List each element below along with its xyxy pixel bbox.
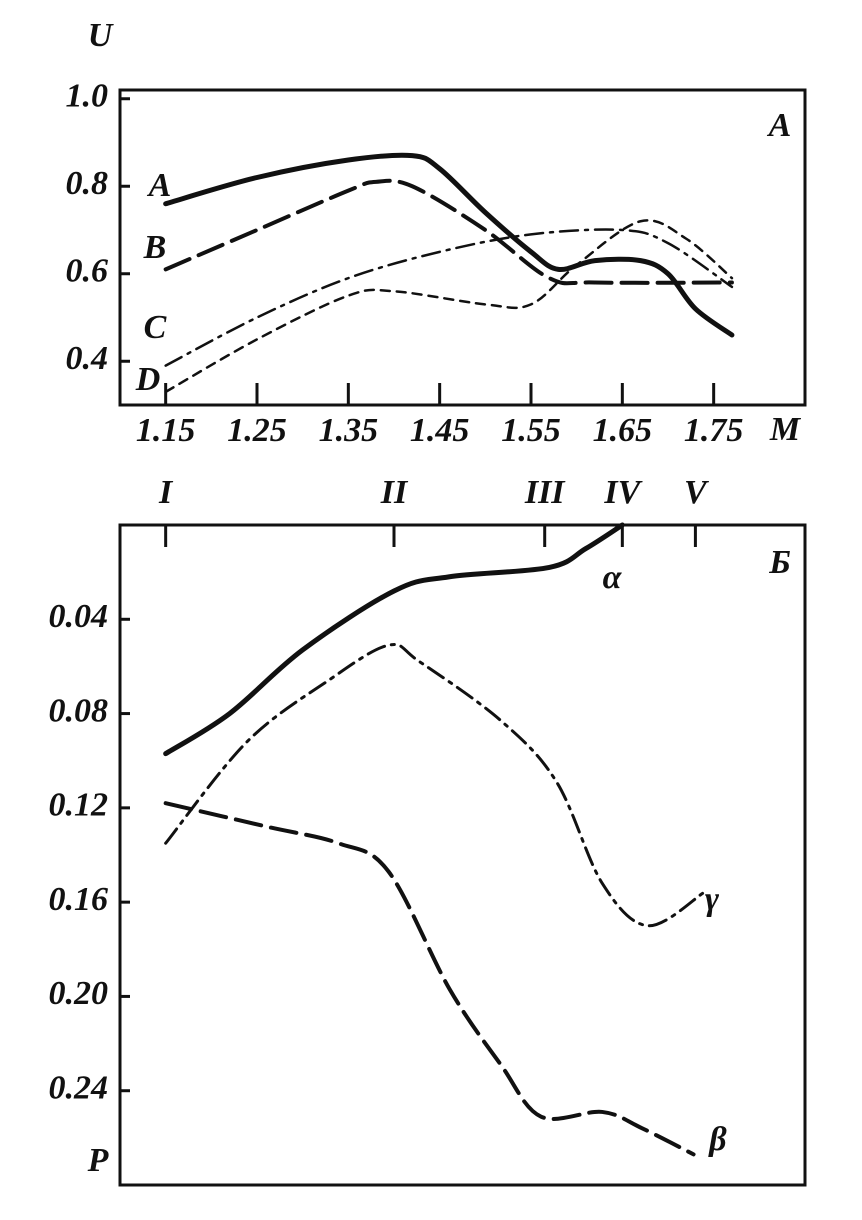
x-tick-label: III [524, 474, 566, 511]
x-tick-label: V [684, 474, 709, 511]
y-tick-label: 0.4 [66, 340, 109, 377]
y-tick-label: 0.8 [66, 165, 109, 202]
y-axis-label: U [88, 17, 115, 54]
x-tick-label: 1.55 [501, 412, 561, 449]
series-line [163, 178, 734, 286]
x-tick-label: 1.15 [136, 412, 196, 449]
x-tick-label: 1.65 [593, 412, 653, 449]
series-label: C [144, 309, 167, 346]
y-tick-label: 0.20 [49, 975, 109, 1012]
series-line [163, 152, 735, 338]
x-tick-label: 1.75 [684, 412, 744, 449]
series-label: γ [705, 881, 720, 918]
series-line [164, 643, 706, 928]
series-line [163, 522, 625, 757]
series-line [163, 801, 696, 1157]
x-axis-label: M [769, 411, 802, 448]
panel-label: A [767, 107, 792, 144]
y-tick-label: 0.08 [49, 692, 109, 729]
plot-frame [118, 88, 807, 407]
plot-frame [118, 523, 807, 1187]
x-tick-label: I [158, 474, 174, 511]
series-line [164, 228, 734, 367]
series-label: β [707, 1121, 727, 1158]
x-tick-label: 1.25 [227, 412, 287, 449]
y-tick-label: 0.6 [66, 253, 109, 290]
x-tick-label: IV [603, 474, 642, 511]
y-axis-label: P [87, 1142, 109, 1179]
series-label: D [135, 361, 161, 398]
y-tick-label: 0.04 [49, 598, 109, 635]
y-tick-label: 0.24 [49, 1070, 109, 1107]
panel-label: Б [768, 544, 791, 581]
y-tick-label: 0.12 [49, 787, 109, 824]
x-tick-label: 1.35 [319, 412, 379, 449]
x-tick-label: 1.45 [410, 412, 470, 449]
y-tick-label: 0.16 [49, 881, 109, 918]
series-label: A [147, 167, 172, 204]
series-label: α [603, 559, 623, 596]
x-tick-label: II [380, 474, 409, 511]
y-tick-label: 1.0 [66, 78, 109, 115]
series-label: B [143, 229, 167, 266]
series-line [164, 219, 734, 394]
